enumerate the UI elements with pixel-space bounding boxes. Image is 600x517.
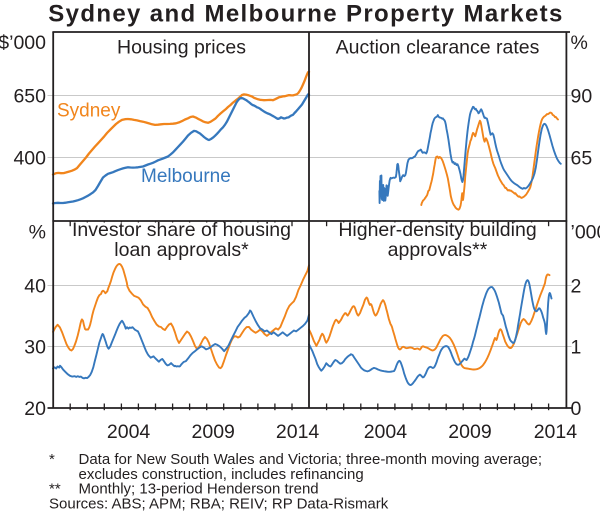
- svg-text:Sydney: Sydney: [57, 100, 121, 121]
- svg-text:Sources: ABS; APM; RBA; REIV;: Sources: ABS; APM; RBA; REIV; RP Data-Ri…: [49, 495, 389, 512]
- svg-text:Investor share of housing: Investor share of housing: [72, 219, 291, 241]
- svg-text:65: 65: [571, 148, 593, 170]
- svg-text:%: %: [29, 222, 46, 244]
- svg-text:*: *: [49, 451, 55, 468]
- svg-text:approvals**: approvals**: [388, 239, 488, 261]
- svg-text:**: **: [49, 481, 61, 498]
- svg-text:1: 1: [571, 337, 582, 359]
- svg-text:Housing prices: Housing prices: [117, 37, 246, 59]
- svg-text:20: 20: [24, 398, 46, 420]
- svg-text:2: 2: [571, 276, 582, 298]
- svg-text:Higher-density building: Higher-density building: [338, 219, 536, 241]
- svg-text:2004: 2004: [107, 421, 151, 443]
- svg-text:400: 400: [13, 148, 46, 170]
- svg-text:650: 650: [13, 86, 46, 108]
- svg-text:Sydney and Melbourne Property: Sydney and Melbourne Property Markets: [48, 1, 563, 28]
- svg-text:’000: ’000: [571, 222, 600, 244]
- svg-text:%: %: [571, 32, 588, 54]
- svg-text:2009: 2009: [192, 421, 235, 443]
- svg-text:2014: 2014: [534, 421, 578, 443]
- svg-text:Auction clearance rates: Auction clearance rates: [336, 37, 540, 59]
- svg-text:2014: 2014: [276, 421, 320, 443]
- svg-text:40: 40: [24, 276, 46, 298]
- svg-text:2009: 2009: [448, 421, 491, 443]
- svg-text:loan approvals*: loan approvals*: [114, 239, 249, 261]
- svg-text:2004: 2004: [364, 421, 408, 443]
- svg-text:30: 30: [24, 337, 46, 359]
- svg-text:excludes construction, include: excludes construction, includes refinanc…: [79, 466, 364, 483]
- svg-text:0: 0: [571, 398, 582, 420]
- svg-text:Melbourne: Melbourne: [141, 166, 231, 187]
- svg-text:$’000: $’000: [0, 32, 46, 54]
- svg-text:90: 90: [571, 86, 593, 108]
- svg-text:Monthly; 13-period Henderson t: Monthly; 13-period Henderson trend: [79, 481, 319, 498]
- svg-text:Data for New South Wales and V: Data for New South Wales and Victoria; t…: [79, 451, 543, 468]
